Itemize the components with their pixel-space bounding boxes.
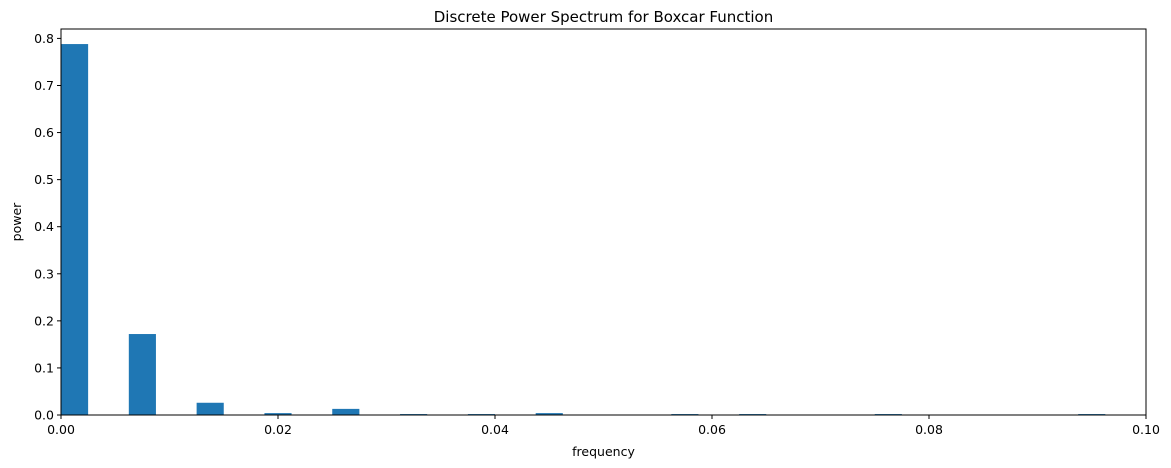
y-axis: 0.0 0.1 0.2 0.3 0.4 0.5 0.6 0.7 0.8: [34, 31, 61, 423]
x-tick-label: 0.06: [698, 422, 726, 437]
x-tick-label: 0.00: [47, 422, 75, 437]
x-tick-label: 0.04: [481, 422, 509, 437]
bar-7: [535, 413, 563, 415]
bar-4: [332, 408, 360, 415]
chart-title: Discrete Power Spectrum for Boxcar Funct…: [434, 8, 774, 26]
bar-1: [128, 334, 156, 415]
y-tick-label: 0.2: [34, 313, 54, 328]
y-tick-label: 0.8: [34, 31, 54, 46]
x-axis: 0.00 0.02 0.04 0.06 0.08 0.10: [47, 415, 1160, 437]
x-tick-label: 0.10: [1132, 422, 1160, 437]
y-axis-label: power: [9, 202, 24, 241]
y-tick-label: 0.4: [34, 219, 54, 234]
bar-0: [61, 44, 89, 415]
bar-2: [196, 402, 224, 415]
x-axis-label: frequency: [572, 444, 635, 459]
x-tick-label: 0.08: [915, 422, 943, 437]
y-tick-label: 0.5: [34, 172, 54, 187]
y-tick-label: 0.7: [34, 78, 54, 93]
y-tick-label: 0.6: [34, 125, 54, 140]
y-tick-label: 0.3: [34, 266, 54, 281]
plot-frame: [60, 28, 1147, 416]
bar-3: [264, 413, 292, 415]
y-tick-label: 0.1: [34, 360, 54, 375]
x-tick-label: 0.02: [264, 422, 292, 437]
y-tick-label: 0.0: [34, 408, 54, 423]
bars-group: [61, 44, 1106, 415]
